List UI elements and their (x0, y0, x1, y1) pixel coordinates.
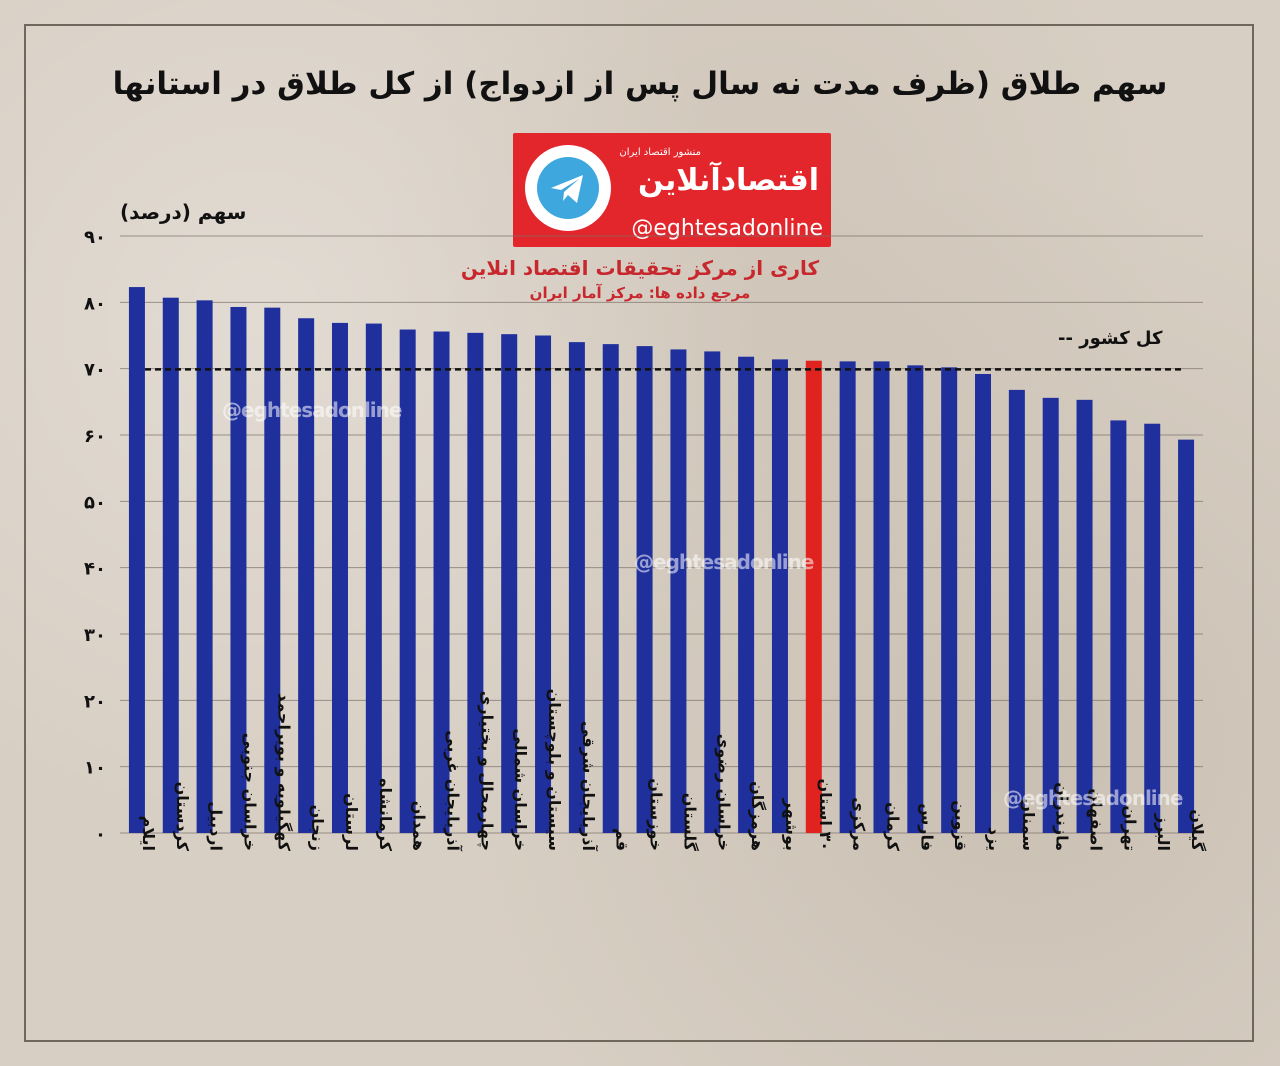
x-tick-label: خوزستان (647, 778, 666, 851)
bar (1008, 389, 1025, 833)
bar (162, 297, 179, 833)
bar (907, 365, 924, 833)
x-tick-label: قزوین (951, 800, 970, 851)
bar (1178, 439, 1195, 833)
bar (704, 351, 721, 833)
x-tick-label: ۳۰ استان (816, 778, 835, 851)
y-tick-label: ۹۰ (84, 227, 106, 248)
x-tick-label: گیلان (1188, 809, 1207, 851)
outer-frame (24, 24, 1254, 1042)
brand-subtitle: منشور اقتصاد ایران (619, 147, 701, 158)
y-tick-label: ۱۰ (84, 758, 106, 779)
legend-label: کل کشور (1079, 328, 1163, 349)
x-tick-label: اصفهان (1087, 788, 1106, 851)
brand-name: اقتصادآنلاین (638, 163, 820, 198)
y-tick-label: ۵۰ (84, 492, 106, 513)
x-tick-label: کرمانشاه (376, 778, 395, 852)
y-tick-label: ۳۰ (84, 625, 106, 646)
x-tick-label: فارس (917, 803, 936, 851)
x-tick-label: بوشهر (782, 798, 801, 851)
x-tick-label: چهارمحال و بختیاری (476, 691, 496, 851)
x-tick-label: لرستان (342, 793, 361, 851)
brand-handle: @eghtesadonline (631, 216, 823, 241)
bar (264, 307, 281, 833)
y-tick-label: ۰ (95, 824, 106, 845)
bar (839, 361, 856, 833)
bar (1042, 397, 1059, 833)
bar (873, 361, 890, 833)
publisher-logo: منشور اقتصاد ایران اقتصادآنلاین @eghtesa… (513, 133, 831, 247)
x-tick-label: خراسان رضوی (714, 734, 733, 851)
x-tick-label: کردستان (173, 782, 192, 852)
x-tick-label: کرمان (883, 802, 902, 852)
legend: کل کشور -- (1058, 328, 1162, 349)
bar (670, 349, 687, 833)
x-tick-label: همدان (410, 801, 429, 851)
bar (196, 300, 213, 833)
x-tick-label: گلستان (680, 793, 699, 852)
watermark-2: @eghtesadonline (634, 550, 814, 574)
x-tick-label: سمنان (1019, 798, 1038, 851)
bar (501, 334, 518, 833)
telegram-icon (525, 145, 611, 231)
y-tick-label: ۶۰ (84, 426, 106, 447)
bar (636, 346, 653, 833)
bar (331, 322, 348, 833)
bar (568, 342, 585, 833)
y-tick-label: ۴۰ (84, 559, 106, 580)
bar (1076, 399, 1093, 833)
chart-title: سهم طلاق (ظرف مدت نه سال پس از ازدواج) ا… (112, 66, 1168, 102)
bar (1110, 420, 1127, 833)
x-tick-label: سیستان و بلوچستان (544, 689, 564, 851)
x-tick-label: یزد (985, 827, 1004, 851)
bar (399, 329, 416, 833)
y-axis-label: سهم (درصد) (120, 200, 247, 224)
bar (298, 318, 315, 834)
source-text: مرجع داده ها: مرکز آمار ایران (529, 284, 751, 302)
bar (433, 331, 450, 833)
bar (771, 359, 788, 833)
y-tick-label: ۷۰ (84, 360, 106, 381)
x-tick-label: خراسان شمالی (511, 728, 530, 851)
highlight-bar (805, 360, 822, 833)
bar (467, 332, 484, 833)
bar (975, 373, 992, 833)
bar (535, 335, 552, 833)
legend-dash: -- (1058, 328, 1073, 349)
watermark-3: @eghtesadonline (1003, 786, 1183, 810)
x-tick-label: ایلام (139, 816, 158, 851)
x-tick-label: کهگیلویه و بویراحمد (274, 693, 293, 852)
x-tick-label: هرمزگان (748, 781, 767, 851)
y-tick-label: ۸۰ (84, 293, 106, 314)
bar (230, 306, 247, 833)
x-tick-label: البرز (1154, 813, 1173, 851)
bar (128, 287, 145, 833)
x-tick-label: زنجان (308, 805, 327, 851)
x-tick-label: آذربایجان غربی (444, 730, 464, 851)
x-tick-label: قم (613, 828, 632, 851)
watermark-1: @eghtesadonline (222, 398, 402, 422)
x-tick-label: مرکزی (850, 797, 869, 851)
bar (365, 323, 382, 833)
x-tick-label: خراسان جنوبی (240, 733, 259, 851)
credit-text: کاری از مرکز تحقیقات اقتصاد انلاین (460, 256, 820, 280)
bar (1144, 423, 1161, 833)
x-tick-label: مازندران (1053, 782, 1072, 851)
bar (738, 356, 755, 833)
x-tick-label: تهران (1120, 805, 1139, 851)
y-tick-label: ۲۰ (84, 691, 106, 712)
bar (941, 367, 958, 833)
bar (602, 344, 619, 833)
x-tick-label: اردبیل (207, 801, 226, 851)
x-tick-label: آذربایجان شرقی (579, 721, 599, 852)
